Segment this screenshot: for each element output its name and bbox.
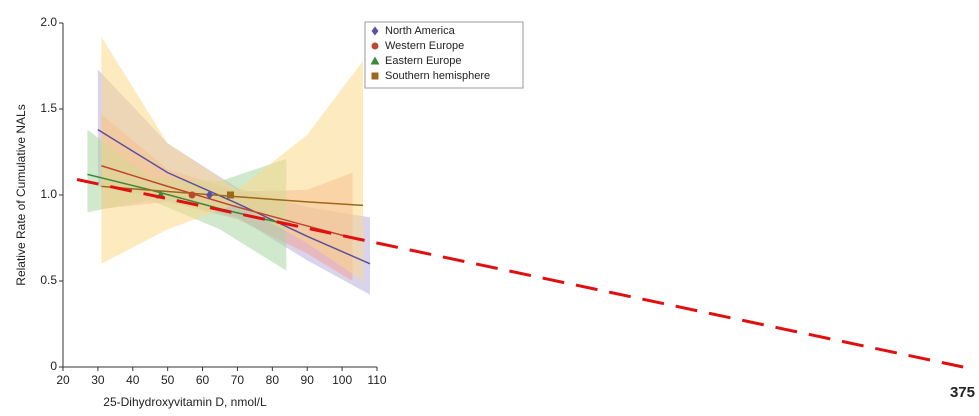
- x-tick-label: 30: [91, 373, 105, 387]
- legend-label: Western Europe: [385, 40, 464, 52]
- series-line: [97, 129, 371, 265]
- y-tick-label: 2.0: [40, 15, 57, 29]
- marker: [226, 191, 234, 199]
- y-tick-label: 1.5: [40, 101, 57, 115]
- legend-marker: [370, 56, 380, 65]
- confidence-band: [101, 36, 364, 282]
- legend-marker: [371, 42, 379, 50]
- x-tick-label: 100: [332, 373, 352, 387]
- x-tick-label: 40: [126, 373, 140, 387]
- x-tick-label: 60: [196, 373, 210, 387]
- x-tick-label: 80: [266, 373, 280, 387]
- y-tick-label: 0.5: [40, 273, 57, 287]
- marker: [206, 190, 214, 200]
- y-tick-label: 0: [50, 359, 57, 373]
- annotation-line: [76, 178, 964, 369]
- legend-marker: [371, 72, 379, 80]
- legend-marker: [371, 26, 379, 36]
- series-line: [101, 185, 364, 207]
- x-tick-label: 70: [231, 373, 245, 387]
- marker: [188, 191, 196, 199]
- y-tick-label: 1.0: [40, 187, 57, 201]
- x-axis-label: 25-Dihydroxyvitamin D, nmol/L: [103, 395, 267, 409]
- x-tick-label: 90: [301, 373, 315, 387]
- x-tick-label: 20: [56, 373, 70, 387]
- y-axis-label: Relative Rate of Cumulative NALs: [14, 104, 28, 285]
- legend-label: Southern hemisphere: [385, 70, 490, 82]
- x-tick-label: 110: [367, 373, 386, 387]
- legend-label: Eastern Europe: [385, 55, 461, 67]
- legend-label: North America: [385, 25, 456, 37]
- annotation-label: 375: [950, 384, 975, 401]
- x-tick-label: 50: [161, 373, 175, 387]
- legend-box: [364, 21, 524, 89]
